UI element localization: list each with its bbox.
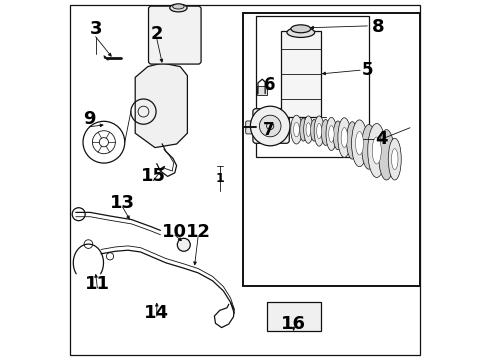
Text: 8: 8 (372, 18, 385, 36)
Ellipse shape (314, 116, 324, 146)
Ellipse shape (317, 123, 321, 139)
Text: 13: 13 (110, 194, 135, 212)
FancyBboxPatch shape (253, 109, 289, 143)
Ellipse shape (287, 27, 315, 37)
Bar (256, 16, 369, 157)
Polygon shape (135, 63, 187, 148)
Ellipse shape (172, 4, 184, 9)
Text: 2: 2 (150, 25, 163, 43)
Ellipse shape (321, 120, 330, 145)
Circle shape (250, 106, 290, 146)
Ellipse shape (291, 115, 302, 144)
Ellipse shape (368, 123, 386, 177)
Ellipse shape (372, 137, 381, 164)
Ellipse shape (341, 128, 347, 148)
Ellipse shape (311, 120, 318, 141)
Ellipse shape (300, 118, 307, 141)
Text: 3: 3 (89, 20, 102, 38)
Ellipse shape (379, 130, 394, 180)
Ellipse shape (306, 123, 311, 136)
Text: 1: 1 (216, 172, 224, 185)
Ellipse shape (338, 118, 351, 157)
Ellipse shape (388, 138, 401, 180)
Bar (243, 13, 419, 286)
Ellipse shape (356, 132, 364, 155)
Text: 10: 10 (162, 223, 187, 241)
Ellipse shape (346, 122, 358, 159)
Circle shape (259, 115, 281, 137)
Ellipse shape (170, 4, 187, 12)
Ellipse shape (392, 149, 398, 170)
Text: 11: 11 (85, 275, 110, 293)
Text: 16: 16 (281, 315, 306, 333)
FancyBboxPatch shape (148, 6, 201, 64)
Ellipse shape (351, 120, 368, 167)
Ellipse shape (326, 117, 337, 150)
Text: 5: 5 (362, 61, 373, 79)
Text: 14: 14 (144, 304, 170, 322)
Ellipse shape (329, 126, 334, 142)
Bar (257, 86, 267, 95)
Text: 15: 15 (141, 167, 166, 185)
Ellipse shape (291, 25, 311, 33)
Ellipse shape (294, 122, 299, 137)
Bar (281, 31, 320, 117)
Ellipse shape (304, 116, 313, 143)
FancyBboxPatch shape (245, 121, 262, 134)
Text: 4: 4 (375, 130, 388, 148)
Ellipse shape (333, 121, 343, 150)
Circle shape (177, 238, 190, 251)
Text: 7: 7 (263, 121, 274, 139)
Text: 9: 9 (83, 110, 96, 128)
Bar (267, 302, 320, 331)
Ellipse shape (362, 125, 376, 169)
Text: 6: 6 (265, 76, 276, 94)
Text: 12: 12 (186, 223, 211, 241)
